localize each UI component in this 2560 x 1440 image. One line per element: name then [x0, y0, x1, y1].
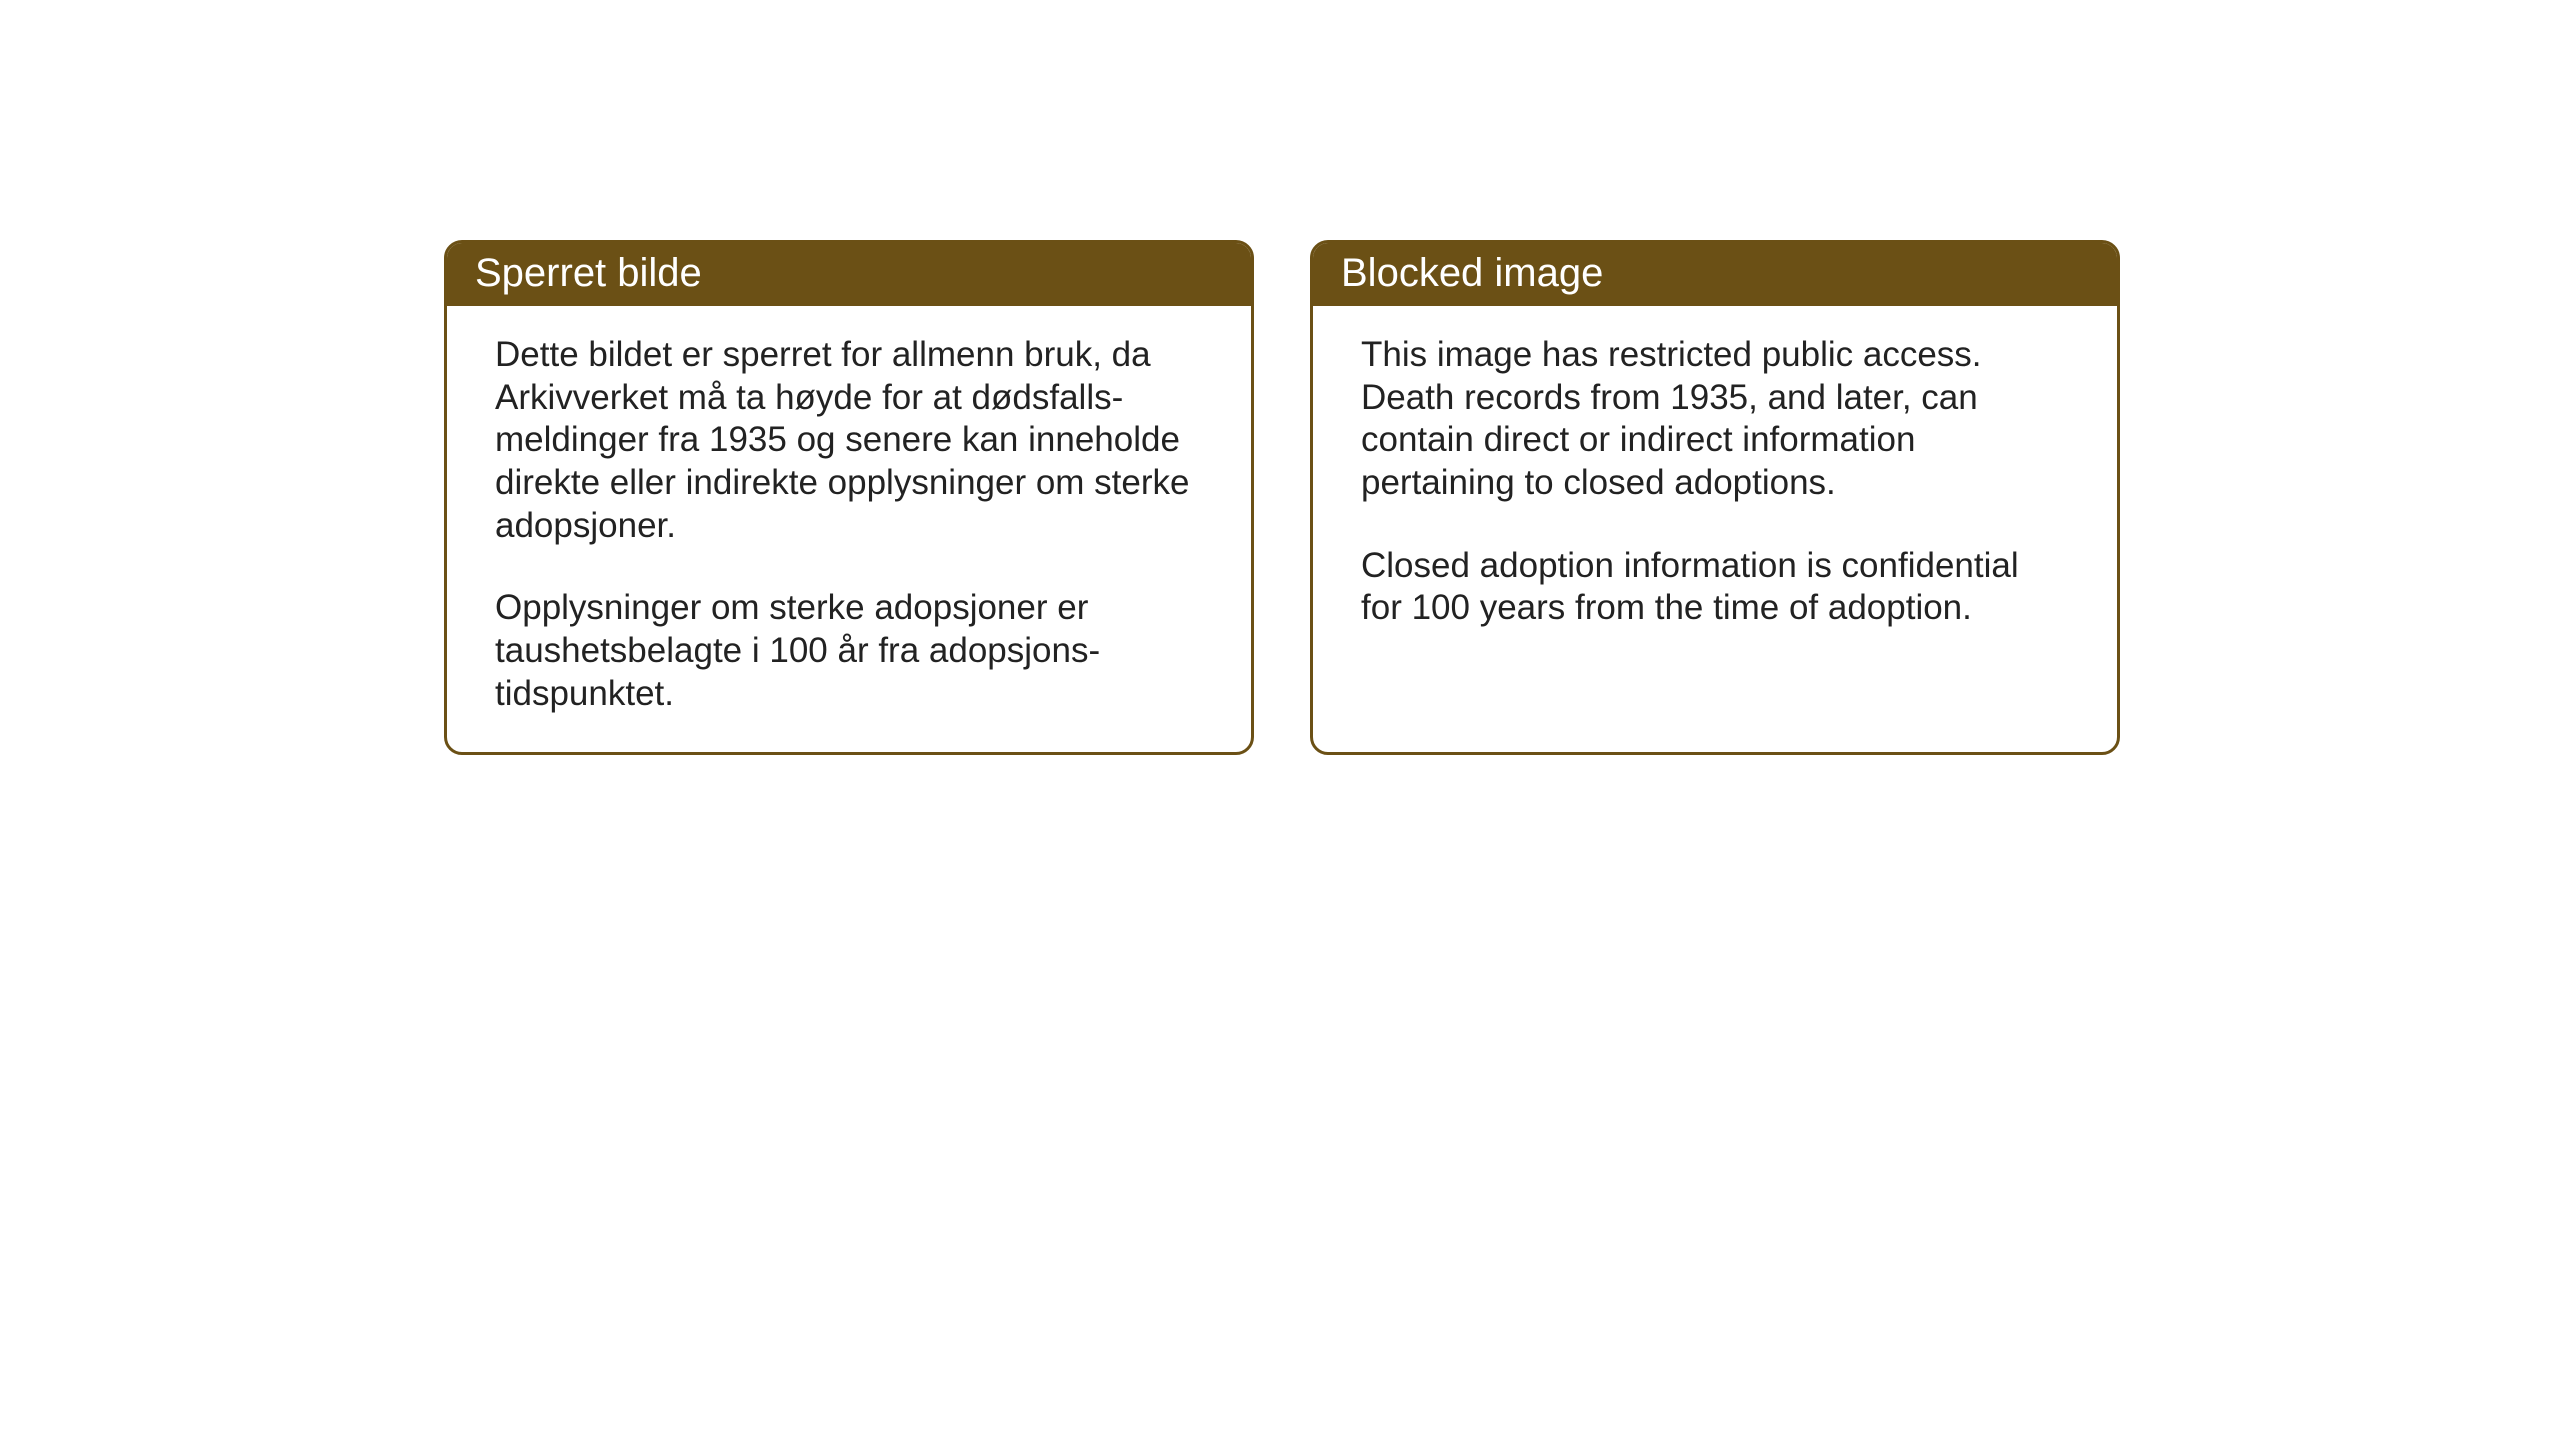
- card-paragraph: Closed adoption information is confident…: [1361, 545, 2069, 630]
- card-body-english: This image has restricted public access.…: [1313, 306, 2117, 752]
- card-title-english: Blocked image: [1313, 243, 2117, 306]
- notice-card-norwegian: Sperret bilde Dette bildet er sperret fo…: [444, 240, 1254, 755]
- notice-card-english: Blocked image This image has restricted …: [1310, 240, 2120, 755]
- notice-cards-container: Sperret bilde Dette bildet er sperret fo…: [444, 240, 2120, 755]
- card-paragraph: This image has restricted public access.…: [1361, 334, 2069, 505]
- card-paragraph: Dette bildet er sperret for allmenn bruk…: [495, 334, 1203, 547]
- card-paragraph: Opplysninger om sterke adopsjoner er tau…: [495, 587, 1203, 715]
- card-title-norwegian: Sperret bilde: [447, 243, 1251, 306]
- card-body-norwegian: Dette bildet er sperret for allmenn bruk…: [447, 306, 1251, 752]
